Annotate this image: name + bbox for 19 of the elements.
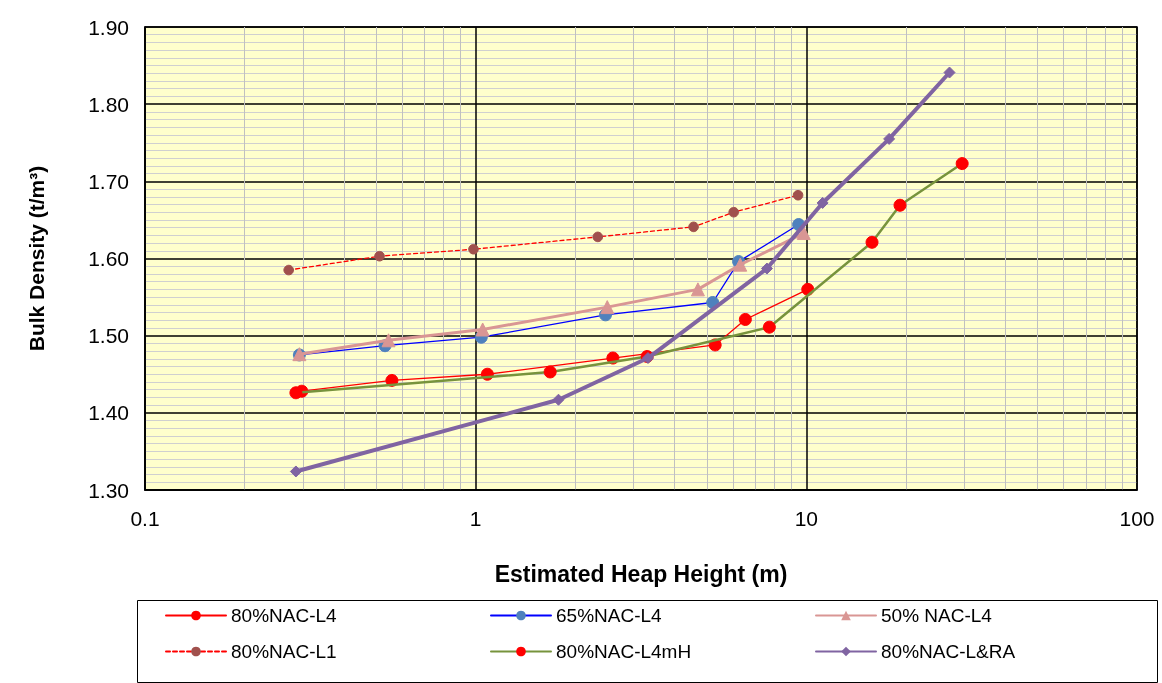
x-tick-label: 0.1: [130, 507, 160, 530]
legend-label: 80%NAC-L4mH: [556, 641, 692, 662]
legend-label: 80%NAC-L4: [231, 605, 338, 626]
y-tick-label: 1.90: [88, 15, 129, 39]
y-tick-label: 1.70: [88, 169, 129, 193]
legend-label: 80%NAC-L&RA: [881, 641, 1016, 662]
x-tick-label: 10: [794, 507, 819, 530]
x-tick-label: 100: [1119, 507, 1155, 530]
legend-label: 65%NAC-L4: [556, 605, 663, 626]
x-axis-title: Estimated Heap Height (m): [494, 560, 788, 587]
legend-label: 50% NAC-L4: [881, 605, 993, 626]
x-tick-label: 1: [469, 507, 482, 530]
y-tick-label: 1.30: [88, 478, 129, 502]
legend-label: 80%NAC-L1: [231, 641, 337, 662]
y-tick-label: 1.50: [88, 324, 129, 348]
y-tick-label: 1.80: [88, 92, 129, 116]
y-tick-label: 1.60: [88, 247, 129, 270]
y-axis-title: Bulk Density (t/m³): [25, 165, 48, 352]
y-tick-label: 1.40: [88, 401, 129, 425]
